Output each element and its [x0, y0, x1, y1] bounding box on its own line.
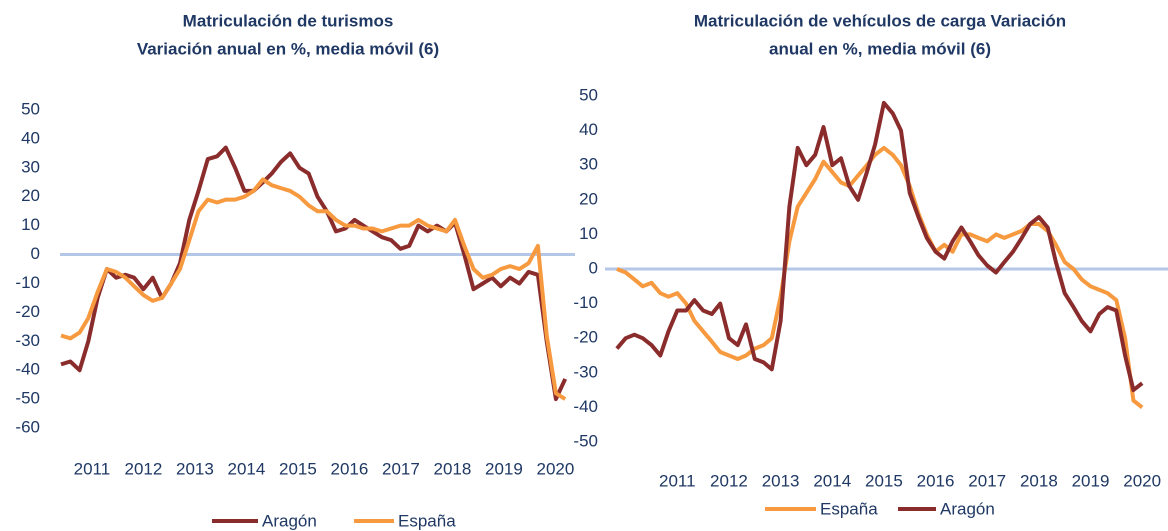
x-tick-label: 2018: [1020, 471, 1058, 490]
x-tick-label: 2019: [485, 459, 523, 478]
y-tick-label: 30: [579, 155, 598, 174]
chart-title: Matriculación de turismos: [183, 11, 394, 30]
y-tick-label: 50: [21, 99, 40, 118]
y-tick-label: -50: [15, 389, 40, 408]
x-tick-label: 2014: [813, 471, 851, 490]
y-tick-label: 30: [21, 157, 40, 176]
y-tick-label: 10: [579, 224, 598, 243]
x-tick-label: 2014: [228, 459, 266, 478]
x-tick-label: 2020: [1123, 471, 1161, 490]
y-tick-label: -10: [15, 273, 40, 292]
y-tick-label: 50: [579, 85, 598, 104]
x-tick-label: 2011: [74, 459, 111, 478]
legend-label: España: [820, 499, 878, 518]
x-tick-label: 2020: [537, 459, 575, 478]
x-tick-label: 2012: [710, 471, 748, 490]
y-tick-label: 10: [21, 215, 40, 234]
x-tick-label: 2016: [331, 459, 369, 478]
x-tick-label: 2017: [382, 459, 420, 478]
y-tick-label: 40: [579, 120, 598, 139]
y-tick-label: 0: [31, 244, 40, 263]
x-tick-label: 2016: [917, 471, 955, 490]
x-tick-label: 2015: [865, 471, 903, 490]
legend-label: España: [398, 511, 456, 530]
y-tick-label: 20: [579, 189, 598, 208]
series-line: [60, 177, 567, 401]
x-tick-label: 2018: [434, 459, 472, 478]
x-tick-label: 2013: [176, 459, 214, 478]
chart-title: Matriculación de vehículos de carga Vari…: [694, 11, 1066, 30]
y-tick-label: -30: [573, 362, 598, 381]
x-tick-label: 2017: [968, 471, 1006, 490]
y-tick-label: -30: [15, 331, 40, 350]
series-line: [60, 145, 568, 402]
y-tick-label: 20: [21, 186, 40, 205]
x-tick-label: 2012: [125, 459, 163, 478]
y-tick-label: -10: [573, 293, 598, 312]
y-tick-label: 40: [21, 128, 40, 147]
y-tick-label: -50: [573, 431, 598, 450]
x-tick-label: 2015: [279, 459, 317, 478]
y-tick-label: 0: [589, 258, 598, 277]
series-line: [616, 145, 1144, 409]
y-tick-label: -40: [15, 360, 40, 379]
chart-title: Variación anual en %, media móvil (6): [137, 39, 439, 58]
x-tick-label: 2013: [762, 471, 800, 490]
chart-title: anual en %, media móvil (6): [769, 39, 991, 58]
x-tick-label: 2019: [1072, 471, 1110, 490]
x-tick-label: 2011: [659, 471, 696, 490]
y-tick-label: -40: [573, 397, 598, 416]
legend-label: Aragón: [940, 499, 995, 518]
y-tick-label: -60: [15, 417, 40, 436]
y-tick-label: -20: [15, 302, 40, 321]
legend-label: Aragón: [262, 511, 317, 530]
y-tick-label: -20: [573, 328, 598, 347]
series-line: [615, 100, 1144, 393]
